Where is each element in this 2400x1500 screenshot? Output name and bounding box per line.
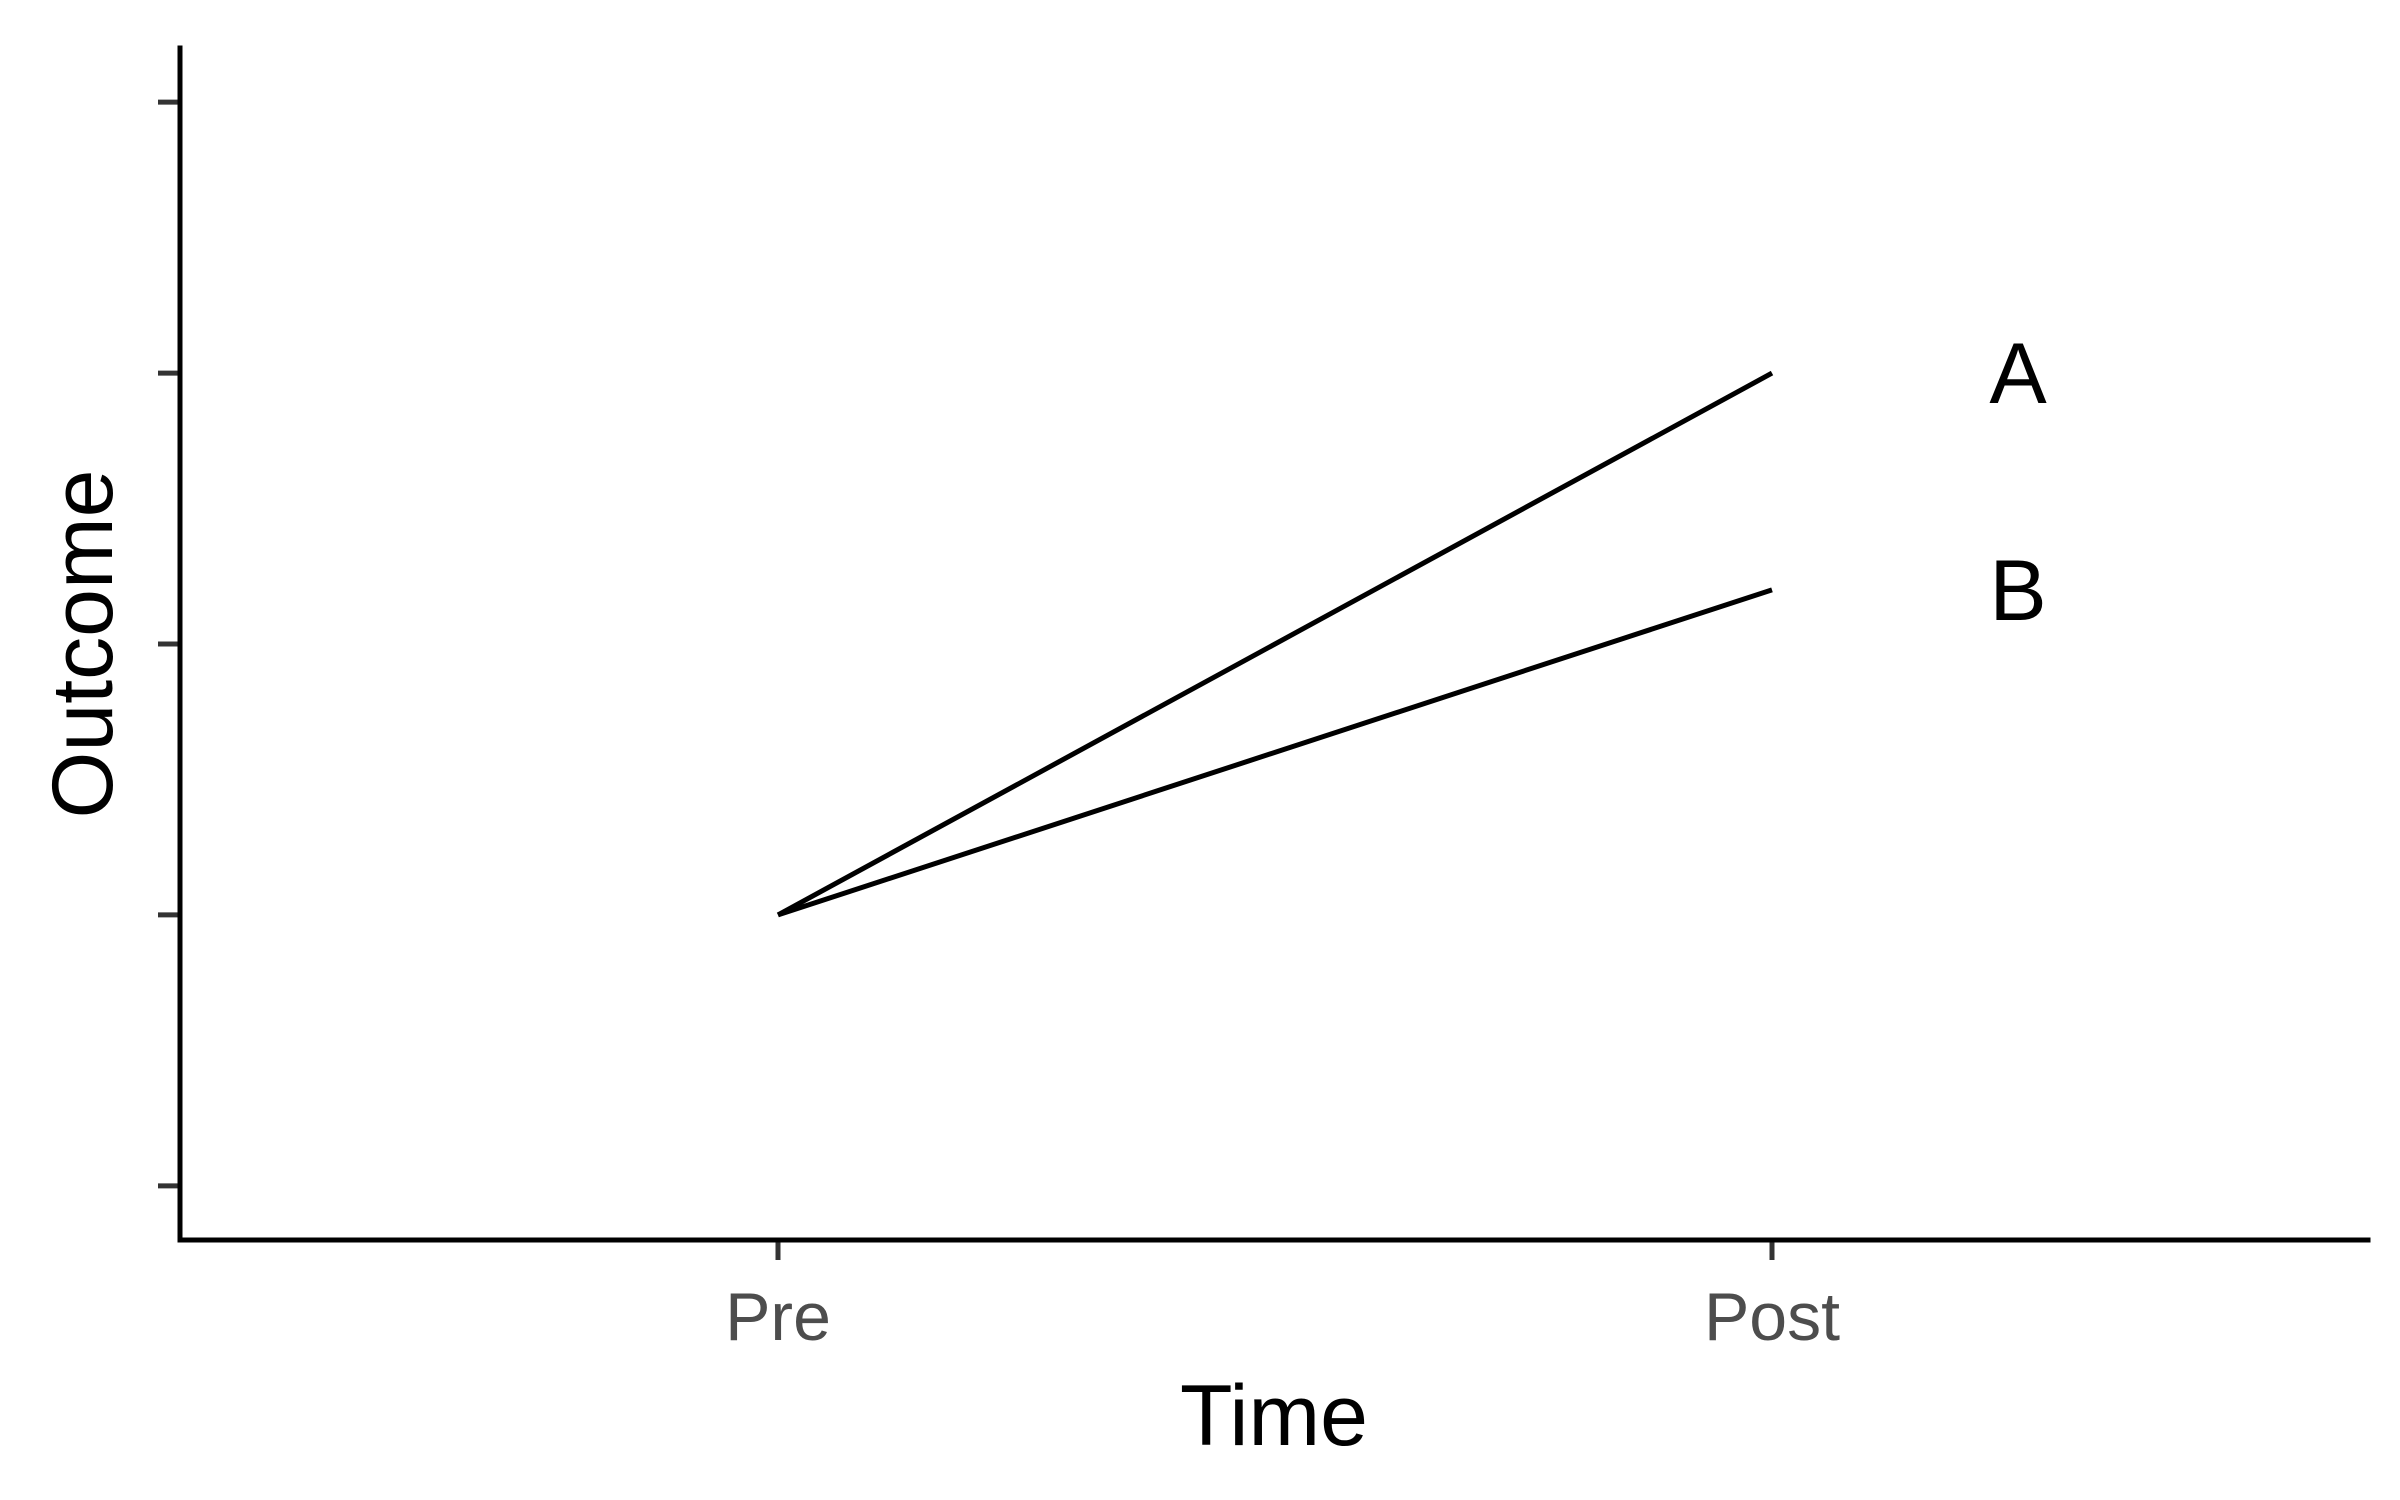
y-axis-ticks (158, 99, 180, 1189)
series-label-a: A (1989, 326, 2047, 422)
series-line-b (777, 587, 1773, 918)
series-label-b: B (1989, 543, 2046, 639)
series-line-a (776, 370, 1774, 918)
y-axis-title: Outcome (35, 470, 131, 819)
x-axis-ticks: Pre Post (725, 1240, 1840, 1355)
x-tick-label-pre: Pre (725, 1279, 831, 1355)
series-lines (776, 370, 1774, 918)
x-axis-title: Time (1180, 1368, 1368, 1464)
x-tick-label-post: Post (1704, 1279, 1840, 1355)
series-labels: AB (1989, 326, 2047, 639)
